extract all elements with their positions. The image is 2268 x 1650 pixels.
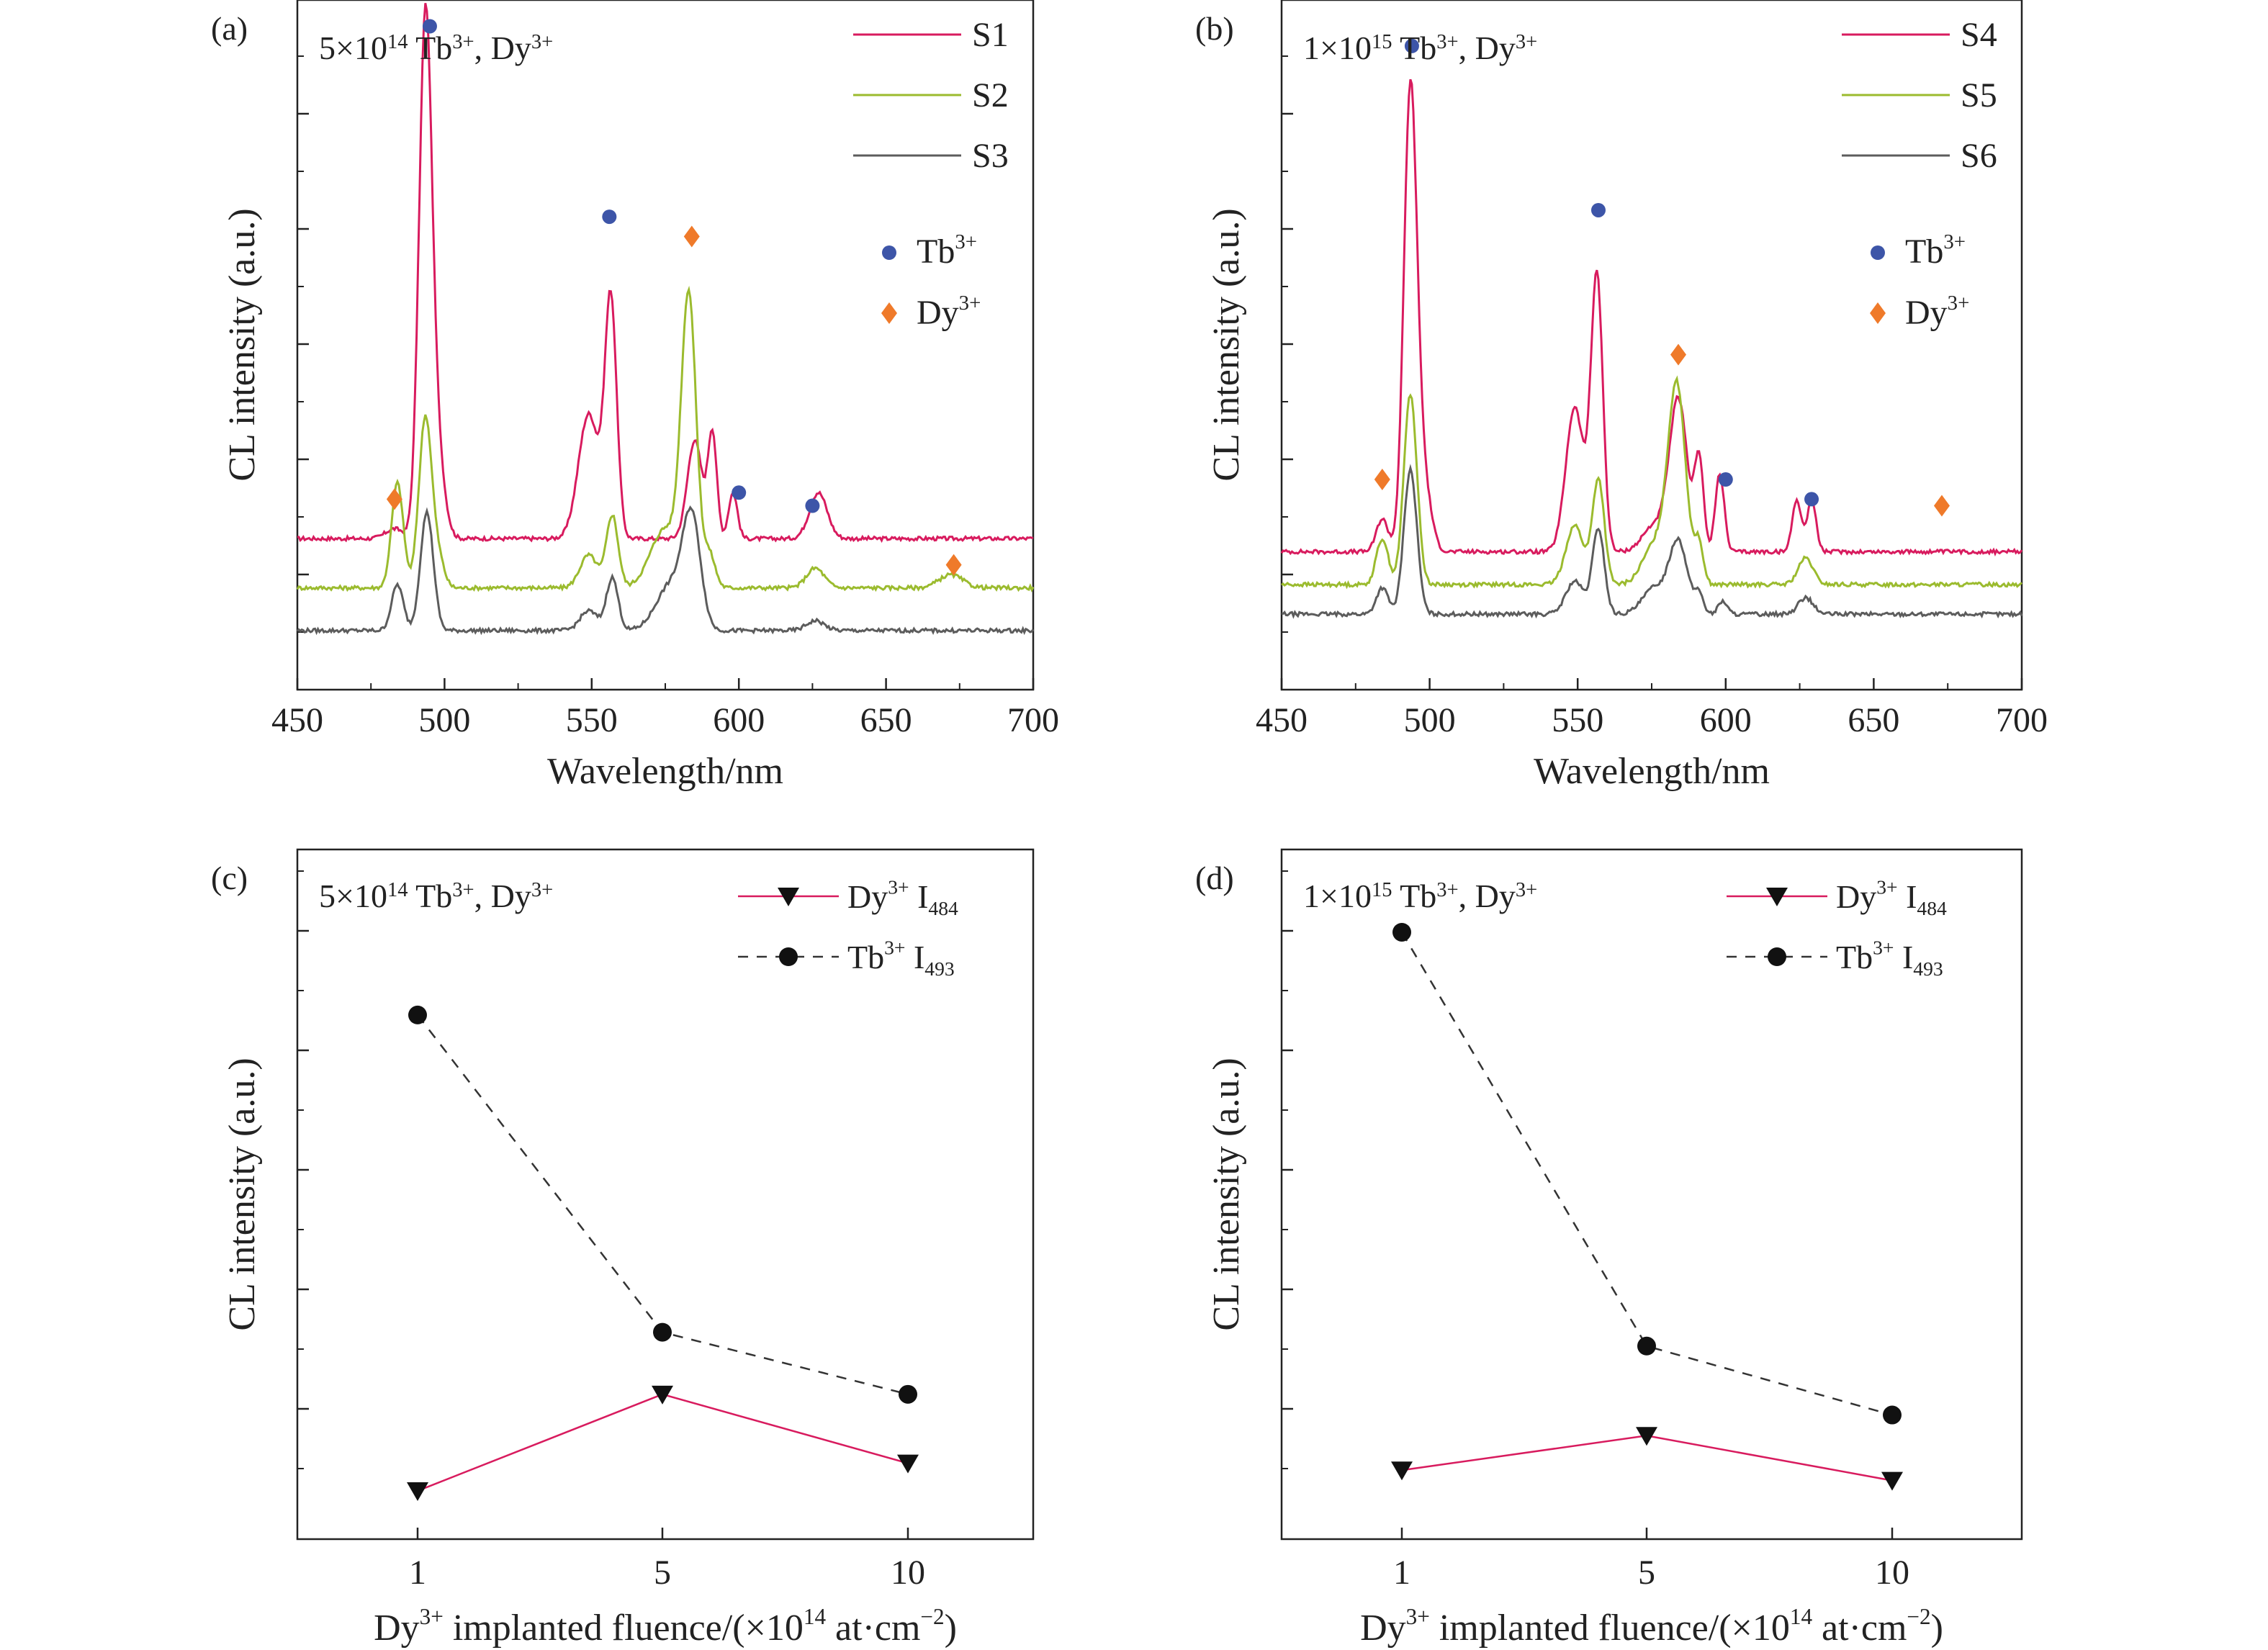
sample-annotation: 5×1014 Tb3+, Dy3+ [319, 30, 553, 66]
legend-label-s4: S4 [1961, 16, 1997, 54]
spectrum-line-s6 [1281, 464, 2023, 619]
x-axis-label: Wavelength/nm [1534, 751, 1770, 792]
x-tick-label: 5 [1638, 1554, 1655, 1592]
legend-label-s3: S3 [972, 137, 1009, 175]
panel-label: (d) [1195, 860, 1234, 896]
x-tick-label: 450 [1256, 701, 1308, 739]
tb-marker [422, 19, 437, 34]
tb-marker [1404, 38, 1419, 53]
spectrum-line-s4 [1280, 78, 2023, 557]
x-tick-label: 600 [1700, 701, 1752, 739]
legend-dy-label: Dy3+ [1905, 292, 1969, 332]
legend-label-s1: S1 [972, 16, 1009, 54]
x-tick-label: 450 [271, 701, 323, 739]
x-tick-label: 10 [891, 1554, 925, 1592]
legend-marker [1766, 888, 1788, 906]
tb-intensity-point [653, 1322, 672, 1342]
legend-marker [779, 947, 798, 966]
dy-intensity-point [1636, 1427, 1657, 1446]
panel-label: (a) [211, 10, 248, 47]
x-tick-label: 550 [1552, 701, 1603, 739]
dy-marker [1933, 495, 1950, 517]
x-tick-label: 500 [418, 701, 470, 739]
tb-intensity-point [899, 1384, 917, 1404]
x-tick-label: 700 [1007, 701, 1059, 739]
x-axis-label: Dy3+ implanted fluence/(×1014 at·cm−2) [374, 1604, 957, 1649]
legend-label-s6: S6 [1961, 137, 1997, 175]
tb-marker [602, 209, 617, 225]
legend-dy-marker [881, 302, 897, 324]
dy-intensity-point [652, 1385, 673, 1405]
spectrum-line-s3 [296, 505, 1035, 636]
y-axis-label: CL intensity (a.u.) [1206, 1058, 1247, 1330]
dy-marker [386, 488, 402, 510]
tb-marker [805, 498, 820, 513]
tb-marker [1590, 202, 1606, 217]
dy-marker [1374, 469, 1390, 491]
x-tick-label: 1 [409, 1554, 426, 1592]
tb-intensity-point [408, 1005, 427, 1024]
legend-label: Tb3+ I493 [847, 937, 955, 980]
spectrum-line-s1 [297, 3, 1034, 544]
tb-intensity-point [1637, 1336, 1656, 1356]
tb-intensity-point [1392, 922, 1411, 942]
dy-intensity-line [417, 1393, 909, 1492]
tb-marker [1804, 492, 1819, 507]
x-tick-label: 10 [1875, 1554, 1909, 1592]
x-tick-label: 1 [1393, 1554, 1410, 1592]
tb-intensity-point [1883, 1405, 1902, 1425]
spectrum-line-s5 [1281, 375, 2022, 590]
y-axis-label: CL intensity (a.u.) [222, 208, 263, 481]
x-tick-label: 650 [1848, 701, 1899, 739]
x-tick-label: 650 [860, 701, 912, 739]
legend-tb-marker [1871, 245, 1885, 260]
legend-tb-label: Tb3+ [1905, 230, 1966, 271]
x-tick-label: 600 [713, 701, 765, 739]
sample-annotation: 1×1015 Tb3+, Dy3+ [1303, 30, 1537, 66]
sample-annotation: 5×1014 Tb3+, Dy3+ [319, 878, 553, 914]
x-axis-label: Wavelength/nm [547, 751, 783, 792]
legend-marker [778, 888, 799, 906]
tb-marker [732, 485, 747, 500]
legend-marker [1768, 947, 1786, 966]
dy-marker [683, 225, 700, 248]
x-tick-label: 550 [566, 701, 618, 739]
spectrum-line-s2 [296, 285, 1035, 592]
x-tick-label: 500 [1404, 701, 1456, 739]
dy-intensity-point [897, 1454, 919, 1474]
legend-dy-marker [1870, 302, 1886, 324]
plot-frame [1280, 848, 2023, 1541]
sample-annotation: 1×1015 Tb3+, Dy3+ [1303, 878, 1537, 914]
tb-marker [1718, 472, 1733, 487]
x-tick-label: 5 [654, 1554, 671, 1592]
legend-tb-label: Tb3+ [917, 230, 977, 271]
legend-label: Tb3+ I493 [1836, 937, 1943, 980]
fluence-panel-c: 1 5 10 Dy3+ I484 Tb3+ I493 (c) 5×1014 Tb3+, Dy… [211, 848, 1035, 1649]
spectrum-panel-a: 450 500 550 600 650 700 S1 S2 S3 Tb3+ Dy3+ (a) 5×101… [211, 0, 1059, 792]
y-axis-label: CL intensity (a.u.) [222, 1058, 263, 1330]
legend-label: Dy3+ I484 [847, 876, 958, 919]
panel-label: (b) [1195, 10, 1234, 47]
legend-label: Dy3+ I484 [1836, 876, 1947, 919]
dy-marker [1670, 343, 1687, 366]
dy-intensity-point [1391, 1461, 1413, 1481]
legend-tb-marker [882, 245, 896, 260]
dy-intensity-point [1881, 1471, 1903, 1491]
legend-label-s5: S5 [1961, 76, 1997, 114]
fluence-panel-d: 1 5 10 Dy3+ I484 Tb3+ I493 (d) 1×1015 Tb3+, Dy… [1195, 848, 2023, 1649]
x-tick-label: 700 [1996, 701, 2048, 739]
y-axis-label: CL intensity (a.u.) [1206, 208, 1247, 481]
plot-frame [296, 848, 1035, 1541]
dy-intensity-point [407, 1482, 428, 1501]
legend-label-s2: S2 [972, 76, 1009, 114]
panel-label: (c) [211, 860, 248, 896]
dy-marker [945, 554, 962, 576]
legend-dy-label: Dy3+ [917, 292, 981, 332]
spectrum-panel-b: 450 500 550 600 650 700 S4 S5 S6 Tb3+ Dy3+ (b) 1×101… [1195, 0, 2048, 792]
x-axis-label: Dy3+ implanted fluence/(×1014 at·cm−2) [1360, 1604, 1943, 1649]
